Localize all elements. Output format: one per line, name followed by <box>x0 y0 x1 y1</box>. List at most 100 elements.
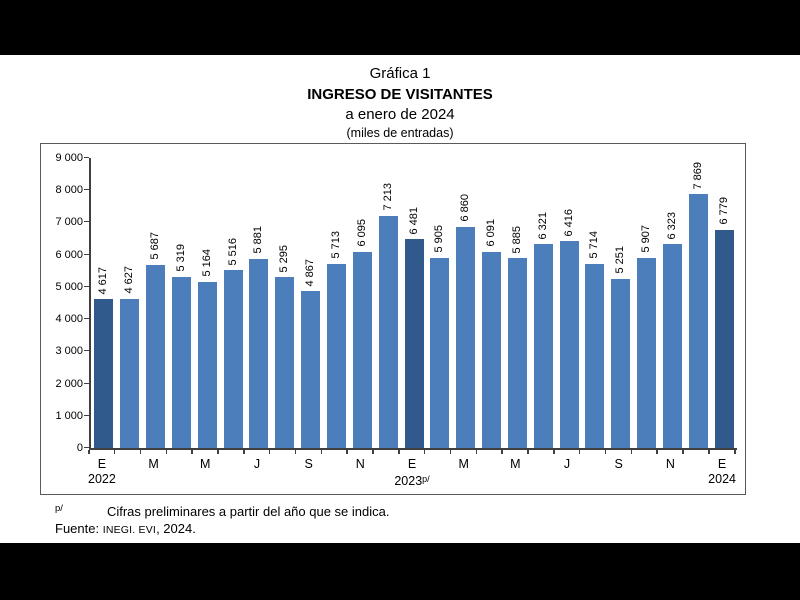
bar-16-m <box>507 258 527 448</box>
plot-area: 4 617 4 627 5 687 5 319 5 164 5 516 5 881 5 295… <box>84 157 737 450</box>
bar-value-label: 5 713 <box>330 231 343 259</box>
x-tick-mark <box>217 450 219 454</box>
bar-cell: 4 627 <box>117 158 143 448</box>
x-tick-mark <box>165 450 168 454</box>
chart-subtitle: a enero de 2024 <box>345 106 455 123</box>
x-tick-label: N <box>355 457 365 471</box>
bar-value-label: 5 714 <box>588 231 601 259</box>
bar-value-label: 5 687 <box>149 232 162 260</box>
x-tick-mark <box>656 450 658 454</box>
x-tick-mark <box>553 450 555 454</box>
x-tick-label: J <box>253 457 261 471</box>
y-tick-label: 9 000 <box>55 152 83 164</box>
bar-14-m <box>456 226 476 448</box>
x-year-label: 2023p/ <box>394 472 429 488</box>
bar-20-s <box>611 278 631 448</box>
bar-value-label: 6 860 <box>459 194 472 222</box>
bar-17-j <box>533 244 553 448</box>
y-tick-mark <box>84 157 89 158</box>
bar-value-label: 6 323 <box>665 211 678 240</box>
y-tick-label: 4 000 <box>55 313 83 326</box>
bar-13-f <box>430 257 450 448</box>
x-tick-mark <box>346 450 348 454</box>
y-tick-label: 3 000 <box>55 345 83 358</box>
x-tick-label: E <box>717 457 727 471</box>
bar-21-o <box>637 257 657 448</box>
bar-value-label: 6 481 <box>407 206 420 235</box>
x-axis-ticks <box>88 450 736 455</box>
bar-value-label: 6 416 <box>562 208 575 237</box>
x-tick-label: M <box>510 457 521 471</box>
bar-value-label: 7 213 <box>381 183 394 211</box>
x-tick-mark <box>734 450 736 454</box>
x-tick-label: S <box>304 457 313 471</box>
bar-cell: 5 907 <box>634 158 660 448</box>
y-tick-mark <box>84 350 89 352</box>
x-tick-label: E <box>407 457 417 471</box>
bar-value-label: 5 516 <box>226 237 239 266</box>
bar-0-e-2022 <box>94 299 114 448</box>
bar-18-j <box>559 241 579 448</box>
bar-cell: 5 295 <box>272 158 298 448</box>
bar-cell: 5 881 <box>246 158 272 448</box>
bar-value-label: 6 779 <box>717 197 730 225</box>
bar-value-label: 5 881 <box>252 225 265 254</box>
bar-value-label: 5 907 <box>640 225 653 253</box>
y-tick-label: 0 <box>76 442 83 454</box>
bar-cell: 6 323 <box>660 158 686 448</box>
bar-1-f <box>120 298 140 448</box>
chart-titles: Gráfica 1 INGRESO DE VISITANTES a enero … <box>0 55 800 142</box>
x-tick-mark <box>398 450 400 454</box>
x-year-label: 2024 <box>708 472 736 486</box>
x-tick-mark <box>320 450 323 454</box>
x-tick-mark <box>268 450 271 454</box>
bar-cell: 6 860 <box>453 158 479 448</box>
bar-value-label: 4 627 <box>123 266 136 294</box>
x-tick-mark <box>294 450 297 454</box>
source-prefix: Fuente: <box>55 521 103 536</box>
bar-cell: 4 617 <box>91 158 117 448</box>
y-axis-labels: 9 000 8 000 7 000 6 000 5 000 4 000 3 000 2 000… <box>41 152 83 454</box>
bar-5-j <box>223 270 243 448</box>
bar-4-m <box>197 281 217 448</box>
bar-cell: 6 091 <box>479 158 505 448</box>
x-tick-mark <box>423 450 426 454</box>
x-year-text: 2023 <box>394 474 423 488</box>
bar-cell: 6 416 <box>556 158 582 448</box>
bar-24-e-2024 <box>714 229 734 448</box>
y-tick-mark <box>84 189 89 191</box>
y-tick-label: 5 000 <box>55 280 83 293</box>
x-year-text: 2022 <box>88 472 116 486</box>
bar-15-a <box>482 251 502 448</box>
bar-cell: 5 713 <box>324 158 350 448</box>
x-year-superscript: p/ <box>422 474 430 484</box>
bar-value-label: 6 321 <box>536 211 549 240</box>
x-tick-mark <box>88 450 90 454</box>
bar-value-label: 5 319 <box>174 244 187 272</box>
y-tick-label: 6 000 <box>55 248 83 261</box>
bar-8-s <box>301 291 321 448</box>
x-tick-label: E <box>97 457 107 471</box>
x-axis-labels: E M M J S N E M M J S N E 2022 2023p/2024 <box>88 457 736 493</box>
x-year-text: 2024 <box>708 472 736 486</box>
bar-6-j <box>249 258 269 448</box>
bar-cell: 7 869 <box>685 158 711 448</box>
bar-2-m <box>146 264 166 448</box>
chart-number: Gráfica 1 <box>369 65 431 82</box>
page-content: Gráfica 1 INGRESO DE VISITANTES a enero … <box>0 55 800 543</box>
y-tick-label: 7 000 <box>55 216 83 229</box>
x-tick-label: S <box>614 457 623 471</box>
bars: 4 617 4 627 5 687 5 319 5 164 5 516 5 881 5 295… <box>91 158 737 448</box>
bar-cell: 5 319 <box>169 158 195 448</box>
x-tick-mark <box>113 450 116 454</box>
bar-cell: 4 867 <box>298 158 324 448</box>
bar-23-d <box>688 194 708 448</box>
bar-value-label: 7 869 <box>691 161 704 190</box>
footnote-text: Cifras preliminares a partir del año que… <box>106 504 390 519</box>
x-tick-mark <box>578 450 581 454</box>
x-tick-mark <box>682 450 684 454</box>
x-tick-mark <box>243 450 245 454</box>
x-tick-label: M <box>458 457 469 471</box>
x-tick-mark <box>191 450 193 454</box>
chart-units: (miles de entradas) <box>346 126 454 140</box>
